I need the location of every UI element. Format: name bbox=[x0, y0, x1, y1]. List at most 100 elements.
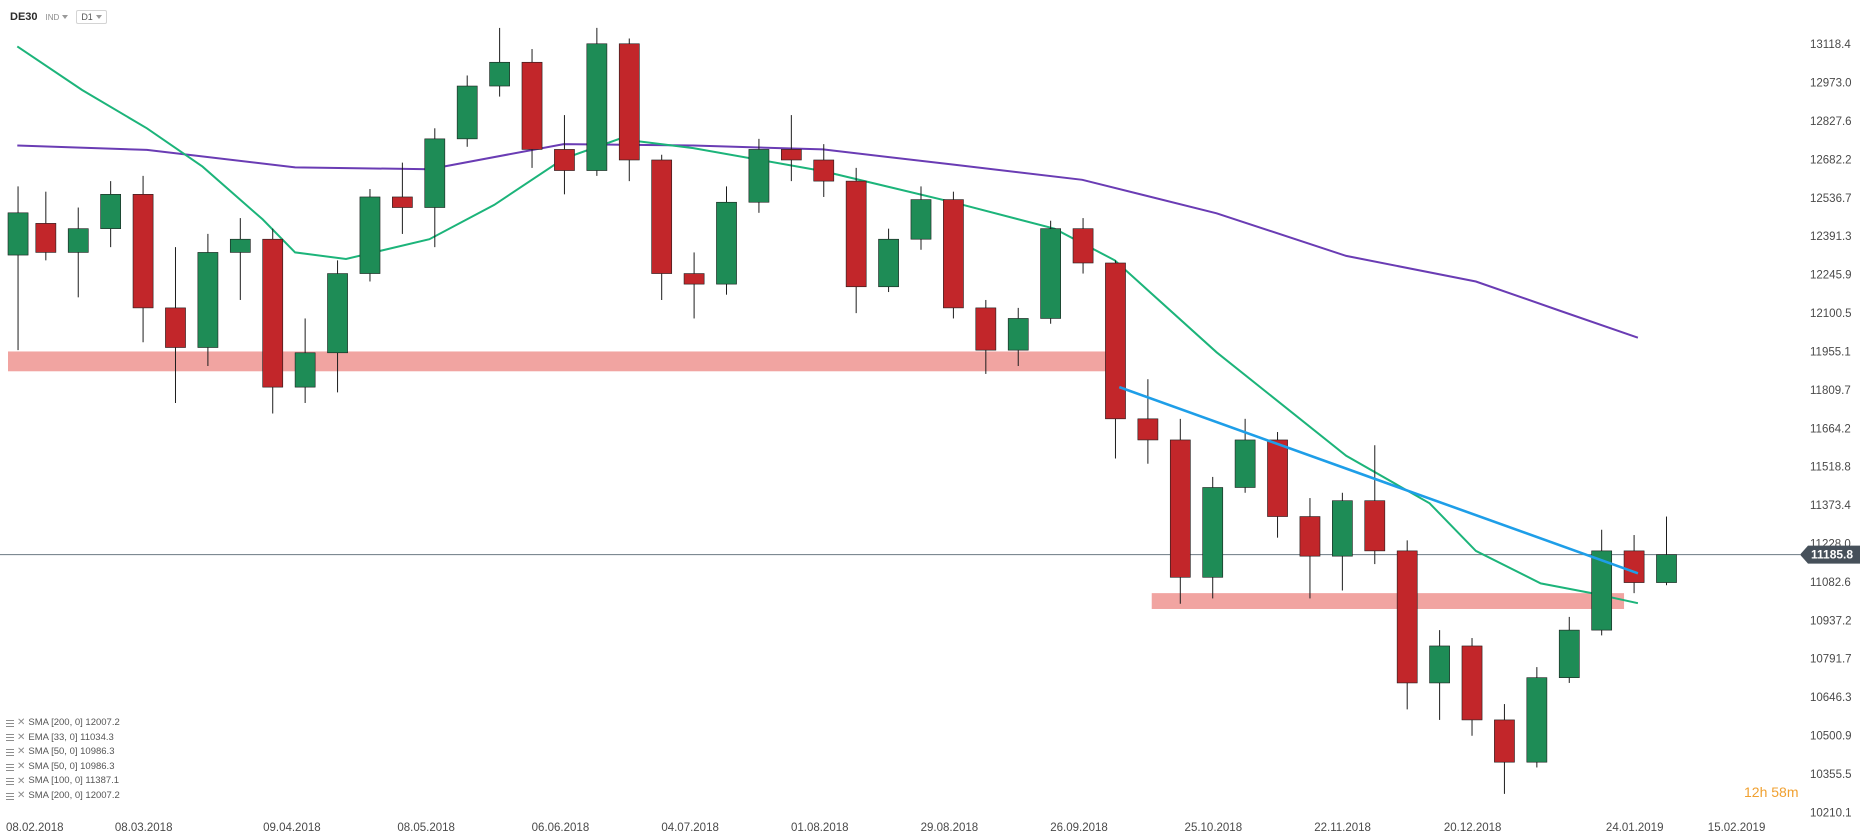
candle-body-bull bbox=[878, 238, 899, 288]
candle bbox=[683, 252, 705, 319]
y-tick-label: 11373.4 bbox=[1810, 500, 1851, 512]
candle bbox=[1267, 432, 1288, 538]
y-tick-label: 11955.1 bbox=[1810, 346, 1851, 358]
candle bbox=[554, 115, 575, 195]
x-tick-label: 29.08.2018 bbox=[921, 822, 979, 834]
candle-body-bear bbox=[1623, 550, 1645, 583]
ema-33-line bbox=[16, 45, 1639, 605]
x-tick-label: 22.11.2018 bbox=[1314, 822, 1371, 834]
legend-item: ✕ EMA [33, 0] 11034.3 bbox=[6, 731, 120, 746]
legend-item: ✕ SMA [100, 0] 11387.1 bbox=[6, 774, 120, 789]
close-icon[interactable]: ✕ bbox=[17, 717, 26, 729]
indicator-legend: ✕ SMA [200, 0] 12007.2 ✕ EMA [33, 0] 110… bbox=[6, 716, 120, 804]
timeframe-dropdown[interactable]: D1 bbox=[76, 10, 107, 24]
y-tick-label: 12100.5 bbox=[1810, 308, 1852, 320]
x-tick-label: 01.08.2018 bbox=[791, 822, 849, 834]
menu-icon[interactable] bbox=[6, 763, 14, 771]
candle-body-bull bbox=[456, 85, 478, 140]
candle bbox=[878, 228, 899, 293]
candle bbox=[1591, 529, 1613, 636]
symbol-label: DE30 bbox=[10, 11, 38, 23]
candle-body-bull bbox=[100, 194, 122, 229]
candle-body-bull bbox=[197, 252, 219, 348]
candle-body-bull bbox=[910, 199, 932, 240]
candle bbox=[1526, 667, 1548, 768]
instrument-type-dropdown[interactable]: IND bbox=[46, 13, 69, 22]
x-tick-label: 24.01.2019 bbox=[1606, 822, 1664, 834]
x-tick-label: 08.02.2018 bbox=[6, 822, 64, 834]
close-icon[interactable]: ✕ bbox=[17, 731, 26, 743]
resistance-trendline bbox=[1118, 385, 1639, 575]
candle bbox=[1169, 418, 1191, 604]
candle bbox=[67, 207, 89, 298]
candle bbox=[1558, 616, 1580, 683]
candle bbox=[1007, 307, 1029, 366]
legend-item: ✕ SMA [50, 0] 10986.3 bbox=[6, 745, 120, 760]
candle-body-bear bbox=[262, 238, 284, 388]
candle bbox=[1364, 445, 1386, 565]
candle-body-bull bbox=[1234, 439, 1256, 488]
legend-text: SMA [100, 0] 11387.1 bbox=[28, 775, 120, 787]
close-icon[interactable]: ✕ bbox=[17, 790, 26, 802]
candle bbox=[1105, 260, 1126, 459]
menu-icon[interactable] bbox=[6, 734, 14, 742]
chart-toolbar: DE30 IND D1 bbox=[10, 8, 107, 26]
candle-body-bear bbox=[35, 223, 57, 253]
menu-icon[interactable] bbox=[6, 719, 14, 727]
candle-body-bear bbox=[1494, 719, 1515, 763]
close-icon[interactable]: ✕ bbox=[17, 746, 26, 758]
candle-body-bear bbox=[975, 307, 997, 351]
close-icon[interactable]: ✕ bbox=[17, 761, 26, 773]
last-price-value: 11185.8 bbox=[1811, 548, 1853, 562]
candle-body-bear bbox=[1267, 439, 1288, 517]
candle-body-bull bbox=[1558, 629, 1580, 678]
sma-200-line bbox=[17, 143, 1639, 339]
candle-body-bull bbox=[229, 238, 251, 253]
candle bbox=[1429, 630, 1450, 720]
last-price-badge: 11185.8 bbox=[1800, 545, 1860, 564]
x-tick-label: 08.05.2018 bbox=[397, 822, 455, 834]
candle bbox=[1040, 220, 1061, 324]
y-tick-label: 11809.7 bbox=[1810, 385, 1851, 397]
candle-body-bull bbox=[1656, 554, 1677, 583]
time-axis[interactable]: 08.02.2018 08.03.2018 09.04.2018 08.05.2018… bbox=[6, 822, 1765, 834]
candle bbox=[813, 144, 835, 197]
candle bbox=[1332, 492, 1353, 591]
support-zone bbox=[8, 351, 1115, 372]
menu-icon[interactable] bbox=[6, 748, 14, 756]
y-tick-label: 12827.6 bbox=[1810, 116, 1852, 128]
x-tick-label: 04.07.2018 bbox=[661, 822, 719, 834]
legend-item: ✕ SMA [50, 0] 10986.3 bbox=[6, 760, 120, 775]
y-tick-label: 12682.2 bbox=[1810, 154, 1852, 166]
candle-body-bear bbox=[1072, 228, 1094, 264]
candle bbox=[7, 186, 29, 351]
close-icon[interactable]: ✕ bbox=[17, 775, 26, 787]
candle-body-bull bbox=[1040, 228, 1061, 319]
candle bbox=[618, 38, 640, 182]
candle-body-bear bbox=[132, 194, 154, 309]
candlestick-series bbox=[7, 27, 1677, 794]
candle-body-bull bbox=[1526, 677, 1548, 763]
candle bbox=[1623, 535, 1645, 594]
support-zone bbox=[1151, 593, 1625, 609]
price-axis[interactable]: 13118.4 12973.0 12827.6 12682.2 12536.7 12391… bbox=[1810, 39, 1852, 819]
menu-icon[interactable] bbox=[6, 792, 14, 800]
candle bbox=[132, 175, 154, 343]
candle-body-bull bbox=[359, 196, 381, 274]
menu-icon[interactable] bbox=[6, 778, 14, 786]
candle bbox=[1396, 540, 1418, 710]
candle bbox=[489, 27, 510, 97]
trendline-layer[interactable] bbox=[1118, 385, 1639, 575]
candle bbox=[651, 154, 673, 300]
x-tick-label: 26.09.2018 bbox=[1050, 822, 1108, 834]
moving-averages bbox=[16, 45, 1639, 605]
candle-body-bear bbox=[521, 61, 543, 150]
candle-body-bull bbox=[489, 61, 510, 87]
candle bbox=[392, 162, 413, 234]
candle bbox=[943, 191, 964, 319]
candle bbox=[359, 189, 381, 282]
candle-body-bull bbox=[424, 138, 446, 208]
candle-countdown: 12h 58m bbox=[1744, 784, 1799, 800]
candle bbox=[1461, 638, 1483, 736]
